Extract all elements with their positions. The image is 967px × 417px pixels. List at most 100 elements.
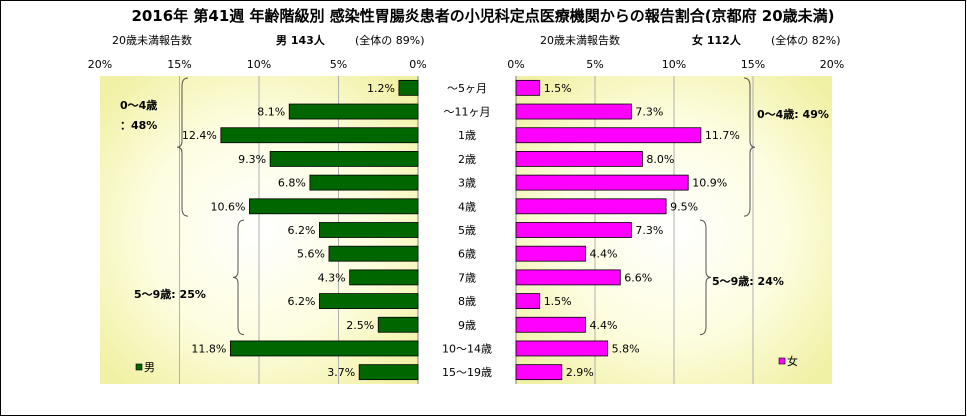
female-bar bbox=[515, 151, 643, 167]
category-label: 15～19歳 bbox=[442, 366, 492, 379]
female-bar bbox=[515, 245, 586, 262]
female-tick-label: 0% bbox=[507, 58, 524, 71]
category-label: 3歳 bbox=[458, 177, 476, 190]
male-bar bbox=[349, 269, 419, 286]
female-bar-label: 4.4% bbox=[590, 319, 618, 332]
category-label: 1歳 bbox=[458, 129, 476, 142]
female-bar bbox=[515, 293, 541, 309]
category-label: ～11ヶ月 bbox=[444, 106, 491, 119]
female-bar-label: 7.3% bbox=[635, 224, 663, 237]
female-bar bbox=[515, 340, 609, 357]
male-header-count: 男 143人 bbox=[276, 33, 326, 47]
male-bar bbox=[220, 127, 419, 144]
male-bar-label: 3.7% bbox=[327, 366, 355, 379]
female-group-label: 0～4歳: 49% bbox=[757, 107, 829, 121]
male-bar-label: 6.8% bbox=[278, 177, 306, 190]
male-group-brace bbox=[232, 219, 245, 336]
male-bar bbox=[358, 364, 419, 381]
male-tick-label: 20% bbox=[88, 58, 112, 71]
female-header-count: 女 112人 bbox=[692, 33, 742, 47]
male-group-label: 0～4歳 bbox=[120, 98, 157, 112]
chart-title: 2016年 第41週 年齢階級別 感染性胃腸炎患者の小児科定点医療機関からの報告… bbox=[131, 7, 834, 25]
male-bar-label: 10.6% bbox=[211, 200, 246, 213]
category-label: 6歳 bbox=[458, 248, 476, 261]
female-group-label: 5～9歳: 24% bbox=[712, 274, 784, 288]
female-bar bbox=[515, 174, 689, 191]
female-tick-label: 20% bbox=[820, 58, 844, 71]
male-group-label: ：48% bbox=[120, 119, 157, 132]
female-header-label: 20歳未満報告数 bbox=[540, 34, 620, 47]
category-labels: ～5ヶ月 ～11ヶ月 1歳 2歳 3歳 4歳 5歳 6歳 7歳 8歳 9歳 10～14歳 15～19歳 bbox=[442, 82, 492, 379]
female-bar bbox=[515, 316, 586, 333]
male-tick-label: 10% bbox=[247, 58, 271, 71]
male-bar bbox=[319, 293, 419, 309]
female-bar-label: 11.7% bbox=[705, 129, 740, 142]
female-bar bbox=[515, 198, 667, 215]
male-legend-swatch bbox=[135, 363, 143, 371]
male-bar bbox=[328, 245, 419, 262]
female-tick-label: 10% bbox=[662, 58, 686, 71]
category-label: 4歳 bbox=[458, 200, 476, 213]
female-tick-label: 15% bbox=[741, 58, 765, 71]
male-bar bbox=[269, 151, 419, 167]
male-tick-label: 0% bbox=[409, 58, 426, 71]
female-bar bbox=[515, 222, 632, 238]
female-group-brace bbox=[743, 77, 756, 217]
male-bar-label: 5.6% bbox=[297, 248, 325, 261]
male-bar bbox=[398, 79, 419, 96]
male-bar bbox=[377, 316, 419, 333]
female-tick-label: 5% bbox=[586, 58, 603, 71]
female-legend-swatch bbox=[778, 357, 786, 365]
female-bar-label: 7.3% bbox=[635, 106, 663, 119]
category-label: 5歳 bbox=[458, 224, 476, 237]
male-bar-label: 8.1% bbox=[257, 106, 285, 119]
female-bar bbox=[515, 127, 702, 144]
male-bar-label: 12.4% bbox=[182, 129, 217, 142]
male-bar-label: 6.2% bbox=[287, 224, 315, 237]
male-bar-label: 11.8% bbox=[191, 342, 226, 355]
male-bar bbox=[309, 174, 419, 191]
category-label: ～5ヶ月 bbox=[447, 82, 487, 95]
female-bar-label: 6.6% bbox=[624, 271, 652, 284]
male-bar-label: 1.2% bbox=[367, 82, 395, 95]
male-group-brace bbox=[176, 77, 189, 217]
female-bar-label: 1.5% bbox=[544, 295, 572, 308]
male-bar bbox=[288, 103, 419, 120]
female-group-brace bbox=[699, 219, 712, 336]
female-bar bbox=[515, 269, 621, 286]
female-bar-label: 10.9% bbox=[692, 177, 727, 190]
male-tick-label: 15% bbox=[167, 58, 191, 71]
category-label: 7歳 bbox=[458, 271, 476, 284]
category-label: 8歳 bbox=[458, 295, 476, 308]
male-bar bbox=[249, 198, 419, 215]
category-label: 2歳 bbox=[458, 153, 476, 166]
female-bar-label: 2.9% bbox=[566, 366, 594, 379]
female-bar bbox=[515, 79, 541, 96]
female-bar-label: 9.5% bbox=[670, 200, 698, 213]
female-bar-label: 1.5% bbox=[544, 82, 572, 95]
female-bar bbox=[515, 364, 563, 381]
male-header-label: 20歳未満報告数 bbox=[112, 34, 192, 47]
female-legend-label: 女 bbox=[787, 354, 798, 368]
female-bar-label: 5.8% bbox=[612, 342, 640, 355]
male-bar bbox=[319, 222, 419, 238]
male-panel: 0% 5% 10% 15% 20%20歳未満報告数 男 143人 (全体の 89%) 1.2%… bbox=[88, 33, 427, 384]
male-header-share: (全体の 89%) bbox=[355, 33, 425, 47]
male-group-label: 5～9歳: 25% bbox=[134, 287, 206, 301]
male-legend-label: 男 bbox=[144, 361, 155, 374]
male-tick-label: 5% bbox=[330, 58, 347, 71]
male-bar-label: 6.2% bbox=[287, 295, 315, 308]
category-label: 9歳 bbox=[458, 319, 476, 332]
male-bar bbox=[229, 340, 419, 357]
male-bar-label: 4.3% bbox=[318, 271, 346, 284]
female-bar bbox=[515, 103, 632, 120]
female-bar-label: 8.0% bbox=[646, 153, 674, 166]
male-bar-label: 2.5% bbox=[346, 319, 374, 332]
male-bar-label: 9.3% bbox=[238, 153, 266, 166]
female-bar-label: 4.4% bbox=[590, 248, 618, 261]
category-label: 10～14歳 bbox=[442, 342, 492, 355]
female-panel: 0% 5% 10% 15% 20% 20歳未満報告数 女 112人 (全体の 82%) 1.5%… bbox=[507, 33, 844, 384]
female-header-share: (全体の 82%) bbox=[771, 33, 841, 47]
